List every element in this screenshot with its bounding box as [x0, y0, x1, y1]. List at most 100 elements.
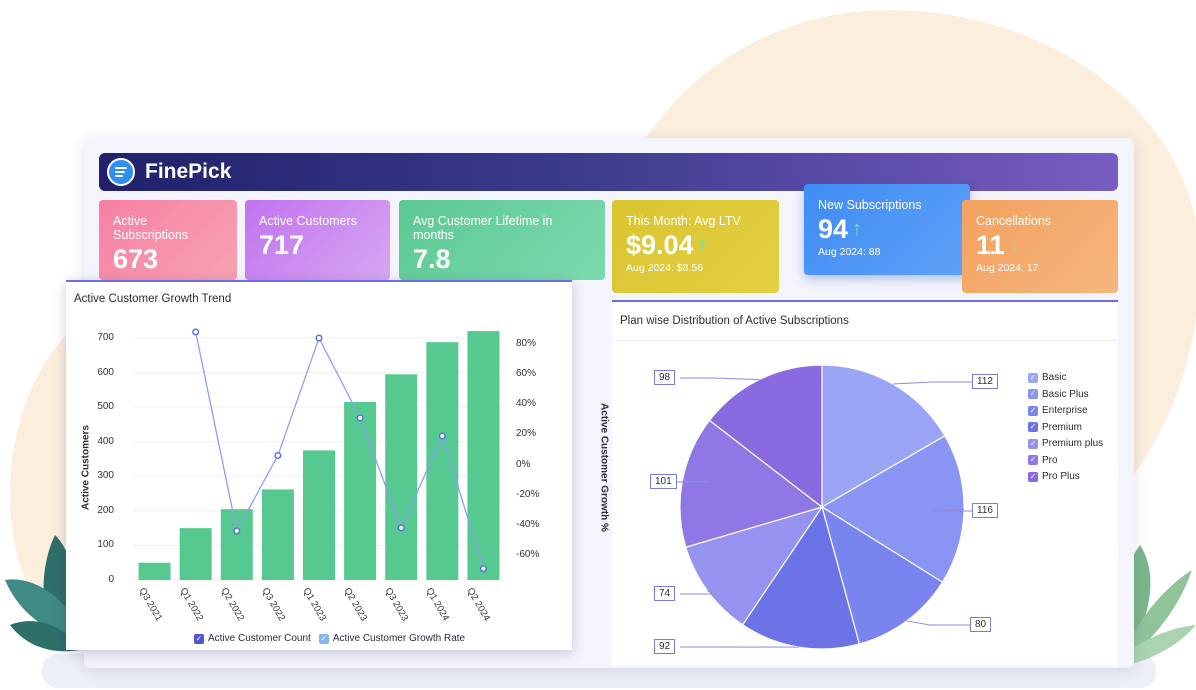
legend-item[interactable]: ✓ Pro Plus	[1028, 471, 1080, 482]
checkbox-checked-icon[interactable]: ✓	[1028, 405, 1038, 416]
legend-item[interactable]: ✓ Premium	[1028, 422, 1082, 433]
pie-slice[interactable]	[820, 434, 965, 583]
bar[interactable]	[261, 489, 294, 580]
divider	[612, 340, 1118, 341]
finepick-logo-icon[interactable]	[107, 158, 135, 186]
bar[interactable]	[344, 401, 377, 580]
y2-tick-label: 60%	[516, 368, 537, 380]
growth-rate-point[interactable]	[315, 334, 323, 342]
plan-distribution-card: Plan wise Distribution of Active Subscri…	[612, 300, 1118, 666]
kpi-label: Cancellations	[976, 214, 1052, 228]
pie-leader-line	[892, 381, 972, 385]
growth-rate-point[interactable]	[438, 432, 446, 440]
kpi-value: 717	[259, 230, 305, 260]
checkbox-checked-icon[interactable]: ✓	[1028, 455, 1038, 465]
kpi-label: Active Customers	[259, 214, 357, 228]
y-tick-label: 300	[97, 470, 114, 482]
growth-rate-point[interactable]	[479, 565, 487, 573]
kpi-new-subscriptions[interactable]: New Subscriptions 94 ↑ Aug 2024: 88	[804, 184, 970, 275]
pie-leader-line	[680, 377, 760, 381]
kpi-value: 673	[113, 244, 159, 274]
kpi-avg-customer-lifetime[interactable]: Avg Customer Lifetime in months 7.8	[399, 200, 605, 280]
pie-data-label: 92	[654, 639, 676, 654]
pie-slice[interactable]	[741, 505, 861, 650]
kpi-cancellations[interactable]: Cancellations 11 ↓ Aug 2024: 17	[962, 200, 1118, 293]
growth-rate-line	[195, 331, 485, 569]
checkbox-checked-icon[interactable]: ✓	[318, 633, 329, 644]
growth-rate-point[interactable]	[233, 527, 241, 535]
kpi-value: 7.8	[413, 244, 451, 274]
bar[interactable]	[138, 562, 171, 580]
pie-slice[interactable]	[821, 505, 944, 645]
y2-tick-label: 40%	[516, 398, 537, 410]
y2-tick-label: 80%	[516, 338, 537, 349]
legend-label[interactable]: Active Customer Count	[208, 633, 311, 644]
chart-title: Active Customer Growth Trend	[74, 293, 232, 305]
y-tick-label: 500	[97, 401, 114, 413]
y-tick-label: 100	[97, 539, 114, 551]
pie-data-label: 116	[972, 503, 998, 518]
pie-data-label: 74	[654, 586, 676, 601]
growth-rate-point[interactable]	[192, 328, 200, 336]
arrow-up-icon: ↑	[852, 218, 863, 240]
legend-item[interactable]: ✓ Enterprise	[1028, 405, 1088, 416]
legend-item[interactable]: ✓ Basic Plus	[1028, 389, 1089, 400]
arrow-up-icon: ↑	[697, 234, 708, 256]
y2-tick-label: -20%	[516, 488, 540, 500]
legend-label: Pro	[1042, 454, 1058, 466]
y-tick-label: 400	[97, 435, 114, 447]
pie-data-label: 80	[970, 617, 992, 632]
growth-rate-point[interactable]	[356, 414, 364, 422]
legend-item[interactable]: ✓ Premium plus	[1028, 438, 1103, 449]
kpi-value: 94	[818, 214, 849, 244]
checkbox-checked-icon[interactable]: ✓	[1028, 389, 1038, 399]
legend-label[interactable]: Active Customer Growth Rate	[332, 633, 466, 644]
checkbox-checked-icon[interactable]: ✓	[194, 633, 204, 644]
kpi-previous: Aug 2024: 17	[976, 262, 1039, 274]
pie-data-label: 112	[972, 374, 998, 389]
pie-chart	[676, 364, 972, 650]
pie-leader-line	[676, 480, 711, 483]
checkbox-checked-icon[interactable]: ✓	[1028, 471, 1038, 482]
legend-item[interactable]: ✓ Pro	[1028, 455, 1058, 466]
chart-legend: ✓ Active Customer Count ✓ Active Custome…	[194, 633, 465, 644]
bar[interactable]	[303, 450, 335, 580]
bar[interactable]	[220, 509, 253, 580]
y2-tick-label: 20%	[516, 428, 537, 440]
y2-tick-label: -60%	[516, 549, 540, 560]
legend-item[interactable]: ✓ Basic	[1028, 372, 1066, 383]
growth-rate-point[interactable]	[274, 452, 282, 460]
legend-label: Enterprise	[1042, 405, 1088, 416]
bar[interactable]	[179, 528, 212, 580]
kpi-label: New Subscriptions	[818, 198, 922, 212]
legend-label: Pro Plus	[1042, 471, 1080, 482]
bar[interactable]	[467, 331, 500, 580]
pie-data-label: 101	[650, 474, 677, 489]
y-tick-label: 200	[97, 504, 114, 516]
bar[interactable]	[385, 374, 418, 580]
y-tick-label: 0	[108, 574, 114, 585]
pie-slice[interactable]	[821, 364, 946, 509]
kpi-label: Active Subscriptions	[113, 214, 189, 242]
pie-leader-line	[906, 620, 970, 626]
kpi-label: This Month: Avg LTV	[626, 214, 741, 228]
pie-leader-line	[931, 508, 972, 512]
growth-rate-point[interactable]	[397, 524, 405, 532]
legend-label: Premium plus	[1042, 438, 1104, 449]
pie-leader-line	[680, 590, 715, 595]
legend-label: Basic	[1042, 372, 1067, 383]
kpi-active-customers[interactable]: Active Customers 717	[245, 200, 390, 280]
kpi-previous: Aug 2024: 88	[818, 246, 881, 258]
kpi-label: Avg Customer Lifetime in months	[413, 214, 553, 242]
y2-axis-label: Active Customer Growth %	[598, 403, 610, 532]
growth-trend-card: Active Customer Growth Trend Active Cust…	[66, 280, 610, 650]
kpi-value: 11	[976, 230, 1005, 260]
y-tick-label: 600	[97, 366, 114, 378]
checkbox-checked-icon[interactable]: ✓	[1028, 372, 1038, 383]
kpi-avg-ltv[interactable]: This Month: Avg LTV $9.04 ↑ Aug 2024: $8.…	[612, 200, 779, 293]
checkbox-checked-icon[interactable]: ✓	[1028, 438, 1038, 449]
kpi-value: $9.04	[626, 230, 694, 260]
checkbox-checked-icon[interactable]: ✓	[1028, 422, 1038, 432]
y-tick-label: 700	[97, 332, 114, 343]
kpi-active-subscriptions[interactable]: Active Subscriptions 673	[99, 200, 237, 280]
